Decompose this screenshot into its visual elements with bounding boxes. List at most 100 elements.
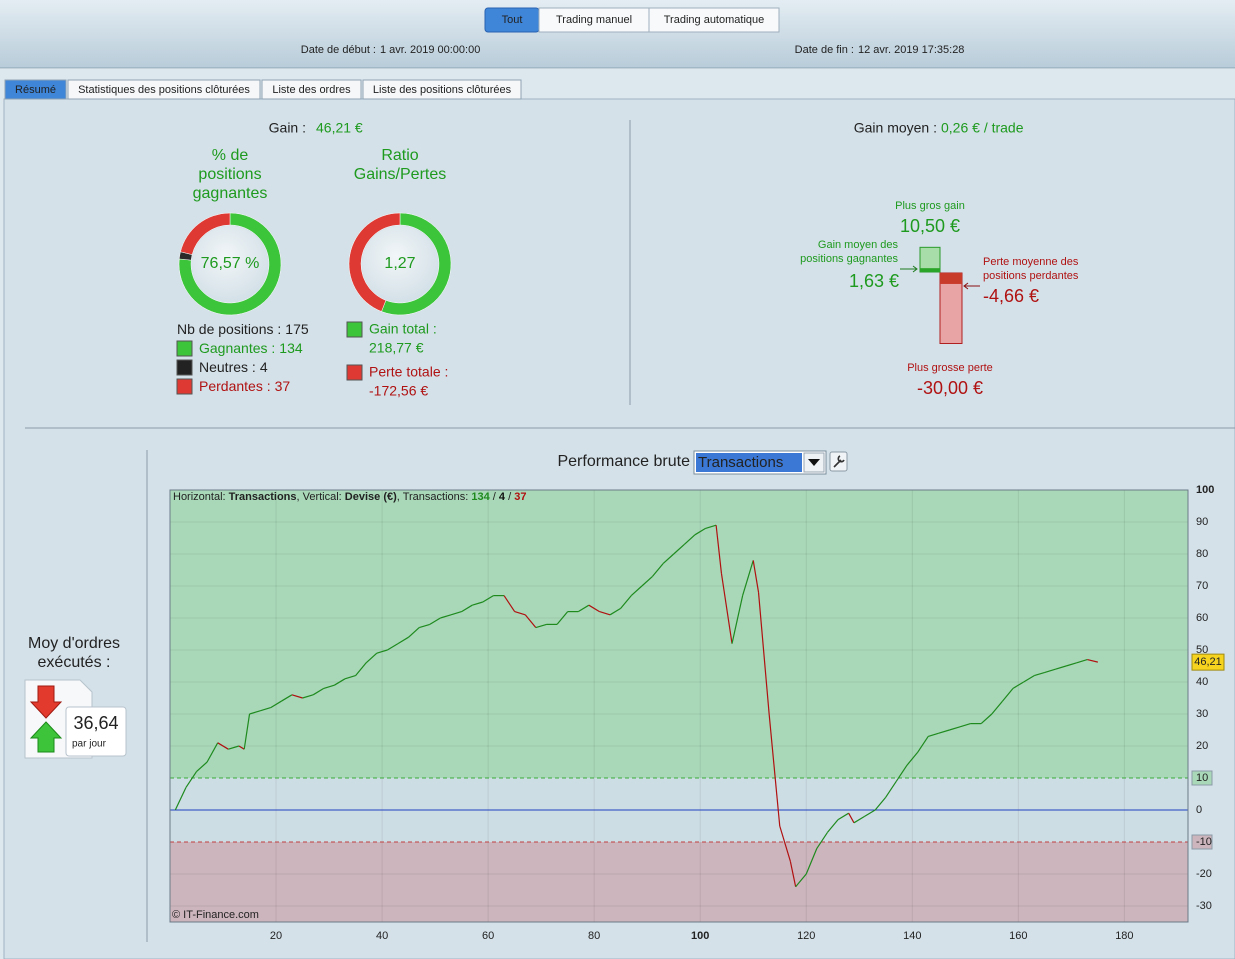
performance-line bbox=[757, 592, 770, 715]
x-tick-label: 120 bbox=[797, 930, 815, 942]
gain-zone bbox=[170, 490, 1188, 778]
performance-line bbox=[662, 553, 675, 565]
performance-line bbox=[461, 604, 473, 613]
mode-button-label: Trading automatique bbox=[664, 14, 765, 26]
performance-line bbox=[705, 524, 717, 529]
chart-info-sep: / bbox=[490, 491, 499, 503]
winners-value: 134 bbox=[279, 340, 303, 356]
avg-loss: -4,66 € bbox=[983, 286, 1039, 306]
performance-line bbox=[577, 604, 590, 613]
chart-info-part: Transactions bbox=[229, 491, 297, 503]
tab[interactable] bbox=[4, 79, 67, 100]
dropdown-selection bbox=[696, 453, 802, 472]
performance-line bbox=[1087, 659, 1099, 663]
performance-line bbox=[355, 662, 367, 676]
win-pct: 76,57 % bbox=[201, 255, 260, 272]
legend-swatch bbox=[176, 340, 193, 357]
gain-total: 218,77 € bbox=[369, 340, 424, 356]
performance-line bbox=[243, 713, 251, 750]
max-loss: -30,00 € bbox=[917, 378, 983, 398]
performance-line bbox=[742, 560, 754, 596]
performance-line bbox=[174, 787, 187, 811]
plot-border bbox=[169, 489, 1189, 923]
y-tick-label: 90 bbox=[1196, 516, 1208, 528]
performance-line bbox=[450, 611, 462, 616]
winners: Gagnantes :134 bbox=[199, 340, 303, 356]
donut-segment bbox=[348, 212, 401, 312]
performance-line bbox=[949, 726, 961, 731]
performance-line bbox=[1001, 688, 1014, 702]
orders-label: Moy d'ordres bbox=[28, 635, 120, 652]
performance-line bbox=[524, 614, 537, 628]
performance-line bbox=[238, 745, 245, 750]
start-label: Date de début : bbox=[301, 44, 376, 56]
x-tick-label: 100 bbox=[691, 930, 709, 942]
gain-value: 46,21 € bbox=[316, 120, 363, 136]
donut-title: positions bbox=[198, 166, 261, 183]
performance-line bbox=[1023, 675, 1035, 683]
y-tick-label: -20 bbox=[1196, 868, 1212, 880]
up-arrow bbox=[29, 721, 63, 753]
performance-line bbox=[959, 723, 971, 728]
tab[interactable] bbox=[261, 79, 362, 100]
performance-line bbox=[609, 607, 621, 616]
mode-button-label: Tout bbox=[502, 14, 523, 26]
losers-value: 37 bbox=[275, 378, 291, 394]
performance-line bbox=[641, 575, 653, 587]
performance-line bbox=[270, 700, 282, 709]
loss-zone bbox=[170, 842, 1188, 922]
pointer-arrow bbox=[900, 265, 918, 273]
performance-line bbox=[853, 815, 865, 824]
mode-button[interactable] bbox=[538, 7, 650, 33]
tab[interactable] bbox=[362, 79, 522, 100]
avg-loss-label: Perte moyenne des bbox=[983, 256, 1079, 268]
performance-line bbox=[291, 694, 303, 699]
max-gain-label: Plus gros gain bbox=[895, 200, 965, 212]
performance-line bbox=[991, 700, 1003, 715]
y-tick-label: 80 bbox=[1196, 548, 1208, 560]
performance-line bbox=[673, 543, 685, 555]
performance-line bbox=[185, 771, 198, 788]
x-tick-label: 20 bbox=[270, 930, 282, 942]
performance-line bbox=[440, 614, 452, 619]
mode-button-label: Trading manuel bbox=[556, 14, 632, 26]
performance-line bbox=[419, 623, 430, 629]
performance-line bbox=[535, 623, 547, 629]
orders-label: exécutés : bbox=[38, 654, 111, 671]
donut-title: gagnantes bbox=[193, 185, 268, 202]
performance-line bbox=[630, 585, 643, 597]
performance-line bbox=[768, 713, 781, 827]
y-tick-label: 100 bbox=[1196, 484, 1214, 496]
tab[interactable] bbox=[67, 79, 261, 100]
loss-total: -172,56 € bbox=[369, 383, 428, 399]
last-value-label: 46,21 bbox=[1194, 656, 1222, 668]
performance-line bbox=[694, 527, 706, 536]
performance-line bbox=[1076, 659, 1088, 664]
mode-button[interactable] bbox=[648, 7, 780, 33]
gain-total-label: Gain total : bbox=[369, 321, 437, 337]
orders-value: 36,64 bbox=[73, 713, 118, 733]
performance-line bbox=[805, 848, 818, 875]
max-gain: 10,50 € bbox=[900, 216, 960, 236]
performance-line bbox=[1034, 671, 1046, 677]
performance-line bbox=[1055, 665, 1067, 670]
legend-swatch bbox=[346, 321, 363, 338]
avg-loss-bar bbox=[940, 273, 962, 284]
y-tick-label: 60 bbox=[1196, 612, 1208, 624]
neutral-label: Neutres : bbox=[199, 359, 256, 375]
winners-label: Gagnantes : bbox=[199, 340, 275, 356]
performance-line bbox=[472, 601, 483, 606]
tab-label: Statistiques des positions clôturées bbox=[78, 84, 250, 96]
avg-gain-label: positions gagnantes bbox=[800, 253, 898, 265]
gain-label: Gain : bbox=[269, 120, 306, 136]
tab-label: Liste des positions clôturées bbox=[373, 84, 512, 96]
performance-line bbox=[503, 595, 516, 612]
y-tick-label: -10 bbox=[1196, 836, 1212, 848]
donut-title: Ratio bbox=[381, 147, 418, 164]
y-tick-label: 50 bbox=[1196, 644, 1208, 656]
x-tick-label: 160 bbox=[1009, 930, 1027, 942]
chart-info-part: Horizontal: bbox=[173, 491, 229, 503]
avg-gain-label: Gain moyen des bbox=[818, 239, 899, 251]
performance-line bbox=[259, 707, 271, 712]
